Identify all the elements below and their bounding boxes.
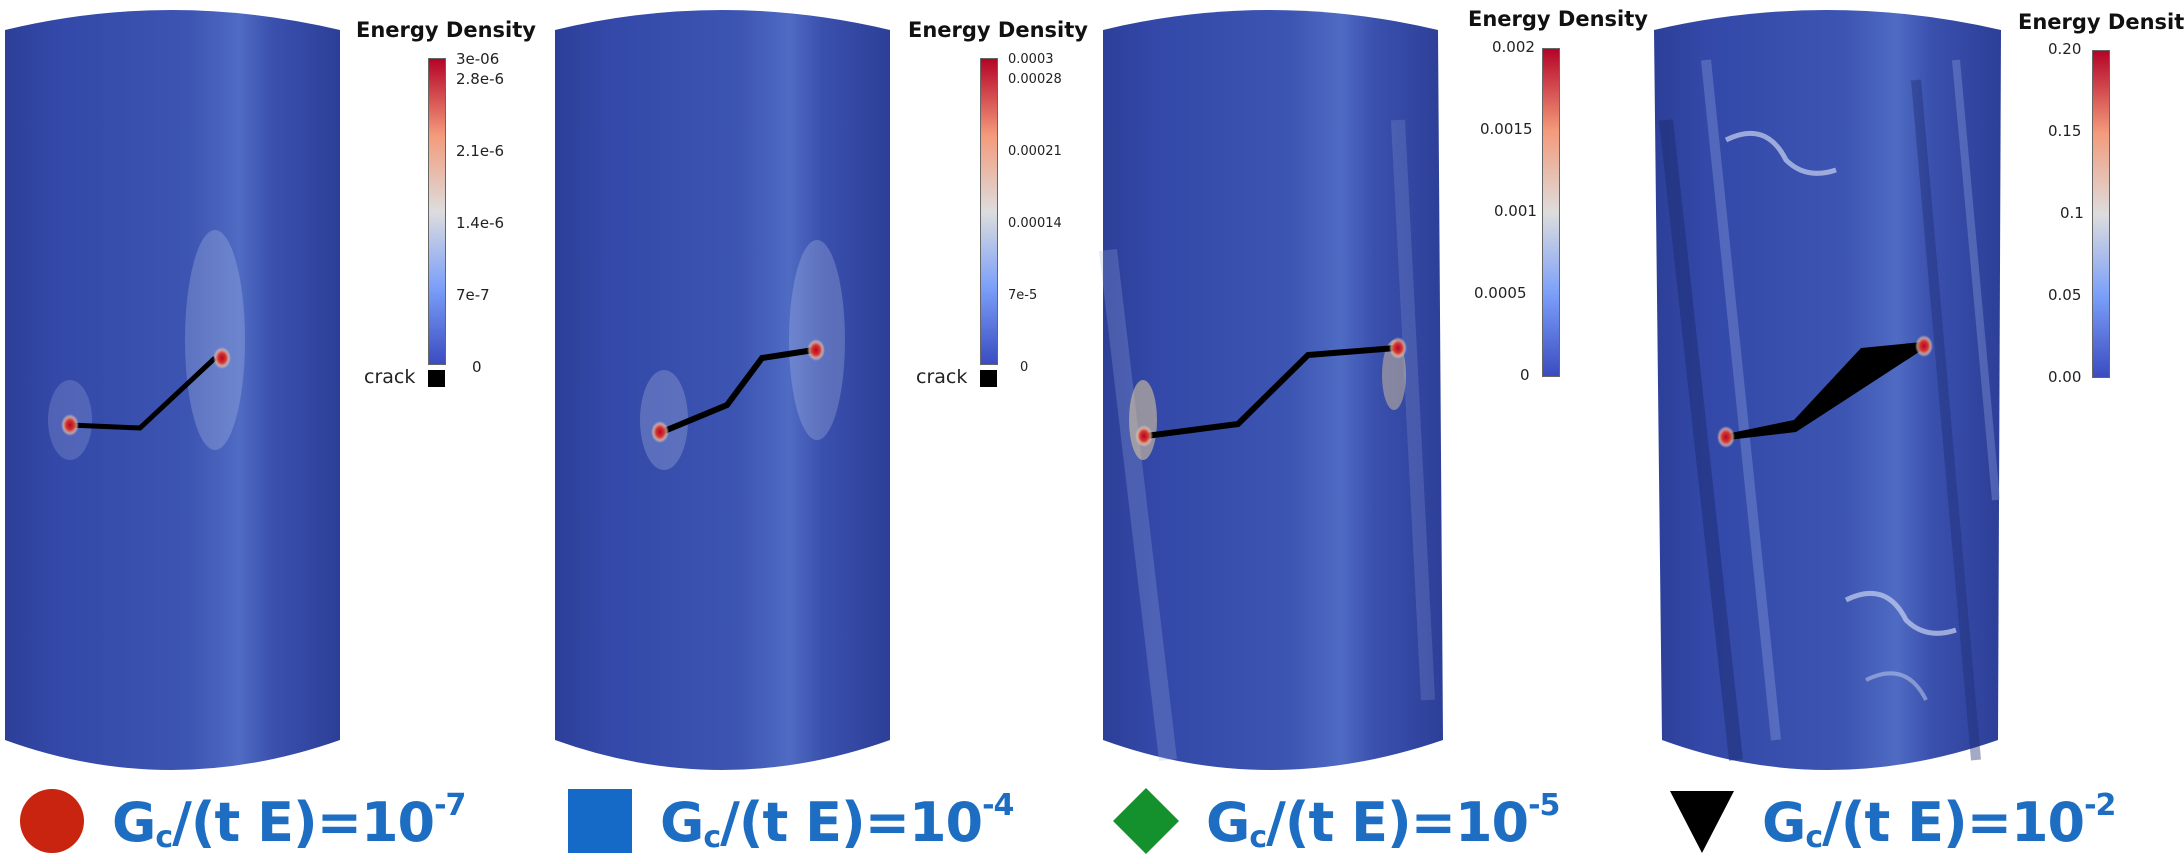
caption-text: Gc/(t E)=10-7	[112, 787, 466, 855]
tick-label: 0	[472, 358, 482, 376]
cylinder-render	[555, 10, 890, 770]
caption-text: Gc/(t E)=10-4	[660, 787, 1014, 855]
crack-legend-swatch	[980, 370, 997, 387]
tick-label: 0	[1520, 366, 1530, 384]
crack-legend-label: crack	[916, 366, 968, 388]
caption: Gc/(t E)=10-5	[1112, 780, 1560, 862]
tick-label: 0.20	[2048, 40, 2082, 58]
crack-tip-left	[1135, 425, 1153, 447]
panel-1: Energy Density 3e-06 2.8e-6 2.1e-6 1.4e-…	[0, 0, 546, 864]
caption-text: Gc/(t E)=10-2	[1762, 787, 2116, 855]
legend-title: Energy Density	[1468, 7, 1648, 31]
colorbar	[2092, 50, 2110, 378]
tick-label: 2.8e-6	[456, 70, 505, 88]
crack-path	[1145, 345, 1397, 439]
crack-tip-right	[1915, 335, 1933, 357]
circle-icon	[20, 789, 84, 853]
tick-label: 0.002	[1492, 38, 1535, 56]
crack-tip-right	[1389, 337, 1407, 359]
tick-label: 0.00	[2048, 368, 2082, 386]
panel-4: Energy Density 0.20 0.15 0.1 0.05 0.00 G…	[1646, 0, 2184, 864]
cylinder-render	[1654, 10, 2001, 770]
tick-label: 0	[1020, 360, 1029, 375]
crack-tip-left	[61, 414, 79, 436]
tick-label: 1.4e-6	[456, 214, 505, 232]
diamond-icon	[1113, 788, 1179, 854]
cylinder-render	[1099, 10, 1443, 770]
crack-tip-left	[651, 421, 669, 443]
legend-title: Energy Density	[908, 18, 1088, 42]
crack-tip-right	[807, 339, 825, 361]
colorbar	[980, 58, 998, 365]
tick-label: 0.0005	[1474, 284, 1527, 302]
tick-label: 3e-06	[456, 50, 500, 68]
cylinder-render	[5, 10, 340, 770]
crack-legend-swatch	[428, 370, 445, 387]
crack-path	[1726, 342, 1922, 440]
tick-label: 0.0003	[1008, 52, 1054, 67]
caption: Gc/(t E)=10-7	[18, 780, 466, 862]
caption: Gc/(t E)=10-4	[566, 780, 1014, 862]
tick-label: 2.1e-6	[456, 142, 505, 160]
tick-label: 0.00014	[1008, 216, 1062, 231]
colorbar	[428, 58, 446, 365]
crack-tip-left	[1717, 426, 1735, 448]
legend-title: Energy Density	[356, 18, 536, 42]
tick-label: 0.05	[2048, 286, 2082, 304]
crack-tip-right	[213, 347, 231, 369]
tick-label: 0.00028	[1008, 72, 1062, 87]
tick-label: 0.0015	[1480, 120, 1533, 138]
legend-title: Energy Density	[2018, 10, 2184, 34]
tick-label: 0.1	[2060, 204, 2084, 222]
tick-label: 7e-7	[456, 286, 490, 304]
crack-legend-label: crack	[364, 366, 416, 388]
tick-label: 0.001	[1494, 202, 1537, 220]
tick-label: 7e-5	[1008, 288, 1038, 303]
caption: Gc/(t E)=10-2	[1668, 780, 2116, 862]
triangle-down-icon	[1670, 791, 1734, 853]
tick-label: 0.15	[2048, 122, 2082, 140]
panel-2: Energy Density 0.0003 0.00028 0.00021 0.…	[552, 0, 1098, 864]
tick-label: 0.00021	[1008, 144, 1062, 159]
crack-path	[660, 347, 815, 435]
panel-3: Energy Density 0.002 0.0015 0.001 0.0005…	[1098, 0, 1648, 864]
caption-text: Gc/(t E)=10-5	[1206, 787, 1560, 855]
crack-path	[69, 356, 217, 431]
square-icon	[568, 789, 632, 853]
colorbar	[1542, 48, 1560, 377]
